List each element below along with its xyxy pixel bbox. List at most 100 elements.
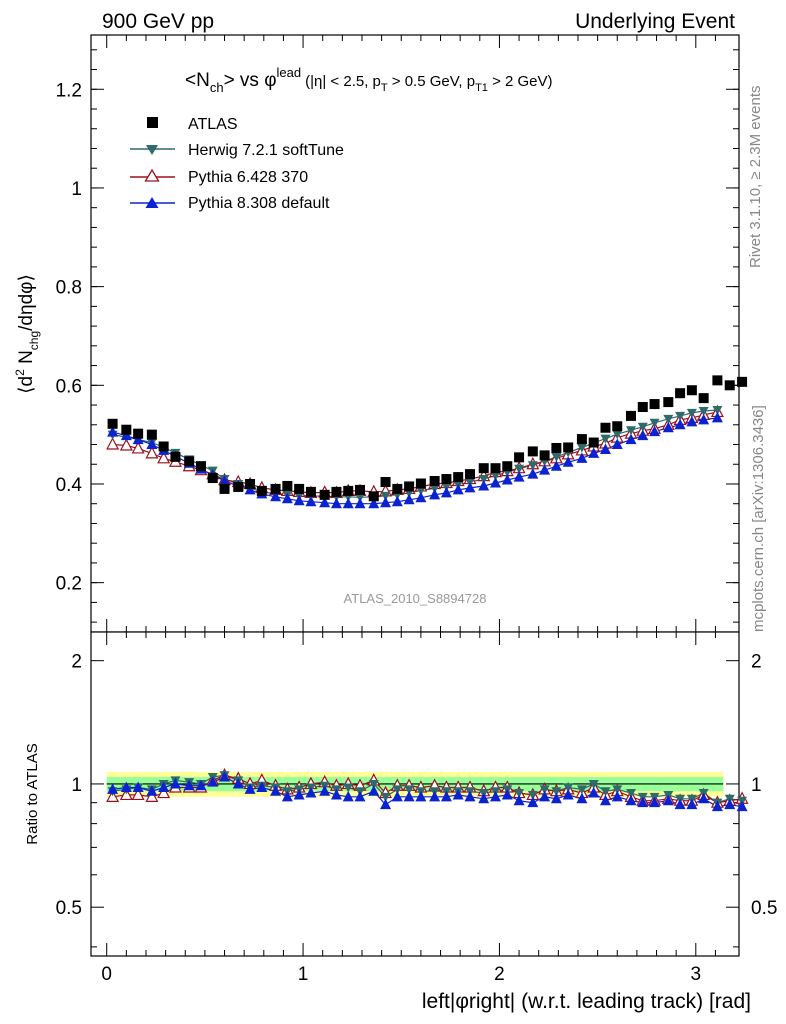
main-point-atlas [527, 446, 538, 457]
main-point-atlas [453, 472, 464, 483]
ratio-point-pythia8 [539, 790, 551, 802]
main-point-pythia8 [501, 474, 513, 485]
ratio-y-tick-label-right: 0.5 [751, 898, 777, 919]
main-point-atlas [107, 418, 118, 429]
main-y-tick-label: 0.2 [56, 574, 82, 595]
main-point-pythia8 [513, 471, 525, 482]
ratio-point-pythia8 [711, 800, 723, 812]
ratio-point-pythia8 [637, 796, 649, 808]
ratio-point-pythia8 [576, 792, 588, 804]
legend-marker-pythia8 [145, 197, 159, 208]
main-point-pythia8 [440, 486, 452, 498]
ratio-point-herwig [404, 785, 415, 795]
ratio-point-pythia8 [501, 788, 513, 800]
main-point-herwig [551, 452, 562, 462]
main-point-pythia8 [342, 497, 354, 509]
ratio-point-herwig [588, 779, 599, 789]
ratio-point-pythia8 [232, 777, 244, 789]
main-point-pythia8 [576, 452, 588, 463]
main-point-atlas [245, 478, 256, 489]
ratio-point-pythia8 [270, 785, 282, 796]
x-tick-label: 0 [101, 964, 112, 985]
main-point-pythia8 [478, 479, 490, 491]
main-point-atlas [478, 463, 489, 474]
main-point-atlas [464, 469, 475, 480]
main-point-atlas [146, 429, 157, 440]
side-label-bottom: mcplots.cern.ch [arXiv:1306.3436] [750, 405, 767, 632]
ratio-point-pythia8 [281, 790, 293, 802]
main-point-atlas [490, 463, 501, 474]
ratio-point-pythia8 [562, 788, 574, 800]
ratio-line-herwig [112, 774, 743, 804]
ratio-point-pythia6 [145, 789, 159, 802]
legend-marker-atlas [147, 117, 158, 128]
ratio-point-pythia8 [403, 790, 415, 802]
ratio-point-herwig [551, 787, 562, 797]
main-point-atlas [404, 481, 415, 492]
main-point-pythia8 [120, 429, 132, 441]
legend-label-atlas: ATLAS [188, 116, 238, 133]
main-point-pythia8 [319, 496, 331, 508]
main-point-herwig [527, 461, 538, 471]
main-point-pythia8 [132, 433, 144, 445]
main-point-atlas [539, 450, 550, 461]
main-point-herwig [698, 406, 709, 416]
ratio-point-pythia8 [293, 788, 305, 800]
main-point-atlas [170, 451, 181, 462]
main-point-pythia8 [330, 497, 342, 509]
ratio-point-pythia8 [146, 785, 158, 796]
main-point-atlas [121, 424, 132, 435]
ratio-point-herwig [612, 785, 623, 795]
main-y-tick-label: 0.8 [56, 278, 82, 299]
main-y-tick-label: 0.6 [56, 376, 82, 397]
main-point-atlas [637, 402, 648, 413]
ratio-point-pythia6 [131, 787, 145, 801]
ratio-point-pythia8 [429, 790, 441, 802]
ratio-point-herwig [539, 785, 550, 795]
ratio-point-herwig [563, 783, 574, 793]
ratio-point-pythia8 [588, 787, 600, 798]
main-point-pythia8 [270, 490, 282, 502]
main-point-atlas [563, 442, 574, 453]
ratio-axis-ticks: 0.5 0.5 1 1 2 2 [56, 632, 777, 956]
main-point-pythia8 [219, 475, 231, 486]
main-point-pythia6 [119, 438, 133, 451]
main-point-atlas [282, 480, 293, 491]
ratio-data-points [106, 767, 749, 812]
main-point-pythia8 [490, 476, 502, 488]
ratio-point-herwig [527, 790, 538, 800]
ratio-point-pythia8 [674, 798, 686, 810]
main-point-atlas [305, 486, 316, 497]
main-point-pythia8 [415, 491, 427, 503]
main-point-herwig [612, 430, 623, 440]
main-axis-ticks: 0.2 0.4 0.6 0.8 1 1.2 [56, 35, 739, 632]
main-point-atlas [698, 393, 709, 404]
x-tick-label: 1 [298, 964, 309, 985]
main-title: <Nch> vs φlead(|η| < 2.5, pT > 0.5 GeV, … [185, 65, 553, 95]
legend-label-herwig: Herwig 7.2.1 softTune [188, 142, 344, 159]
main-data-points [106, 375, 748, 509]
ratio-point-pythia8 [207, 776, 219, 787]
ratio-point-herwig [626, 789, 636, 799]
ratio-point-pythia8 [611, 790, 623, 802]
ratio-point-pythia8 [452, 788, 464, 800]
main-point-atlas [380, 477, 391, 488]
main-point-herwig [514, 464, 525, 474]
ratio-point-pythia8 [599, 794, 611, 806]
main-point-atlas [256, 485, 267, 496]
ratio-point-herwig [380, 792, 391, 802]
ratio-point-pythia8 [724, 798, 736, 810]
main-point-atlas [724, 380, 735, 391]
main-point-pythia8 [244, 483, 256, 495]
ratio-point-pythia8 [415, 790, 427, 802]
main-point-pythia8 [686, 415, 698, 427]
ratio-point-herwig [368, 779, 379, 789]
main-point-pythia6 [106, 437, 120, 450]
ratio-y-axis-label: Ratio to ATLAS [24, 743, 41, 844]
main-point-pythia6 [145, 446, 159, 459]
header-left: 900 GeV pp [102, 10, 214, 33]
main-point-atlas [133, 428, 144, 439]
main-point-atlas [158, 441, 169, 452]
main-y-tick-label: 1 [71, 179, 82, 200]
